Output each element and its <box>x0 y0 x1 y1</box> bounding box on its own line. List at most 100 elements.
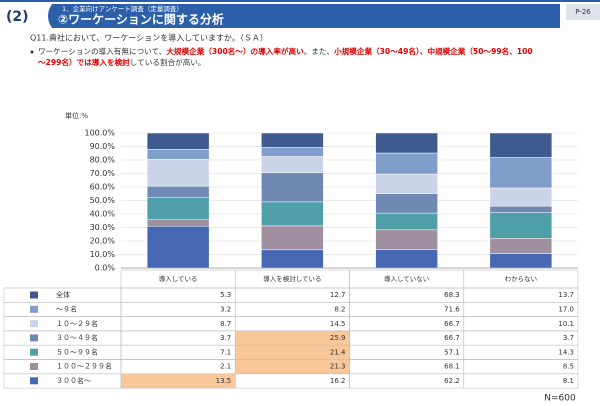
bar-segment <box>261 172 324 203</box>
table-value: 25.9 <box>330 334 346 342</box>
legend-swatch <box>30 291 38 299</box>
table-cell <box>120 359 236 375</box>
table-value: 62.2 <box>444 377 460 385</box>
table-value: 8.5 <box>563 363 574 371</box>
legend-label: 全体 <box>56 290 70 299</box>
x-tick-label: わからない <box>505 275 538 283</box>
table-value: 68.1 <box>444 363 460 371</box>
legend-label: ～９名 <box>56 304 77 313</box>
bullet-line: ワーケーションの導入有無について、大規模企業（300名～）の導入率が高い。また、… <box>38 46 533 56</box>
y-tick-label: 10.0% <box>90 250 116 259</box>
page-tab <box>566 4 600 20</box>
table-cell <box>463 359 579 375</box>
table-cell <box>463 330 579 346</box>
bar-segment <box>146 149 210 160</box>
table-value: 14.3 <box>558 348 574 356</box>
legend-label: ５０～９９名 <box>56 347 98 356</box>
table-cell <box>120 316 236 332</box>
bar-segment <box>146 159 210 187</box>
bar-segment <box>489 212 553 239</box>
table-value: 8.1 <box>563 377 574 385</box>
x-tick-label: 導入を検討している <box>263 274 321 283</box>
section-number: (2) <box>6 9 29 25</box>
bar-segment <box>146 197 210 220</box>
bar-segment <box>146 186 210 198</box>
y-tick-label: 90.0% <box>90 142 116 151</box>
table-cell <box>120 287 236 303</box>
unit-label: 単位:% <box>65 111 88 120</box>
table-value: 3.7 <box>220 334 231 342</box>
bar-segment <box>375 152 438 175</box>
table-value: 7.1 <box>220 348 231 356</box>
legend-swatch <box>30 305 38 313</box>
bullet-run: ～299名）では導入を検討 <box>38 57 130 67</box>
table-value: 2.1 <box>220 363 231 371</box>
y-tick-label: 60.0% <box>90 183 116 192</box>
table-cell <box>120 344 236 360</box>
legend-swatch <box>30 363 38 370</box>
x-tick-label: 導入していない <box>384 274 429 283</box>
legend-swatch <box>30 348 38 356</box>
table-value: 5.3 <box>220 291 231 299</box>
bar-segment <box>261 156 324 174</box>
bar-segment <box>375 132 438 154</box>
bar-segment <box>375 249 438 269</box>
bar-segment <box>375 173 438 194</box>
legend-label: １０～２９名 <box>56 319 98 328</box>
table-value: 13.7 <box>558 291 574 299</box>
bullet-run: 。また、 <box>304 47 334 56</box>
y-tick-label: 100.0% <box>84 129 115 138</box>
bar-segment <box>489 132 553 158</box>
table-value: 14.5 <box>330 320 346 328</box>
legend-label: ３００名～ <box>56 376 91 385</box>
bullet-line: ～299名）では導入を検討している割合が高い。 <box>38 57 206 67</box>
y-tick-label: 30.0% <box>90 223 116 232</box>
table-cell <box>234 301 350 317</box>
bar-segment <box>261 201 324 227</box>
table-value: 8.2 <box>334 305 345 313</box>
table-value: 10.1 <box>558 320 574 328</box>
bullet-run: 小規模企業（30～49名）、中規模企業（50～99名、100 <box>333 46 533 56</box>
y-tick-label: 70.0% <box>90 169 116 178</box>
bar-segment <box>489 157 553 189</box>
y-tick-label: 80.0% <box>90 156 116 165</box>
table-cell <box>120 330 236 346</box>
bullet-run: している割合が高い。 <box>130 57 206 67</box>
bullet-run: 大規模企業（300名～）の導入率が高い <box>166 46 304 56</box>
bar-segment <box>489 253 553 269</box>
sample-size: N=600 <box>544 394 576 404</box>
table-value: 3.2 <box>220 305 231 313</box>
legend-swatch <box>30 377 38 385</box>
table-value: 21.3 <box>330 363 346 371</box>
y-tick-label: 50.0% <box>90 196 116 205</box>
bar-segment <box>261 225 324 251</box>
bar-segment <box>375 229 438 251</box>
bar-segment <box>146 225 210 269</box>
bar-segment <box>146 219 210 227</box>
table-value: 8.7 <box>220 320 231 328</box>
title-banner <box>48 4 560 28</box>
bar-segment <box>489 187 553 207</box>
table-value: 16.2 <box>330 377 346 385</box>
table-value: 57.1 <box>444 348 460 356</box>
legend-label: １００～２９９名 <box>56 362 112 371</box>
table-cell <box>120 301 236 317</box>
table-value: 13.5 <box>216 377 232 385</box>
table-value: 71.6 <box>444 305 460 313</box>
bullet-run: ワーケーションの導入有無について、 <box>38 46 166 56</box>
bar-segment <box>261 249 324 269</box>
bar-segment <box>375 193 438 214</box>
subtitle: 1．企業向けアンケート調査（定量調査） <box>62 4 183 13</box>
legend-label: ３０～４９名 <box>56 333 98 342</box>
y-tick-label: 0.0% <box>95 264 116 273</box>
bar-segment <box>261 147 324 157</box>
question: Q11.貴社において、ワーケーションを導入していますか。（ＳＡ） <box>30 33 268 43</box>
y-tick-label: 40.0% <box>90 210 116 219</box>
table-value: 21.4 <box>330 348 346 356</box>
page-number: P-26 <box>575 8 591 16</box>
x-tick-label: 導入している <box>159 274 198 283</box>
table-value: 12.7 <box>330 291 346 299</box>
bar-segment <box>489 205 553 213</box>
bar-segment <box>261 132 324 148</box>
